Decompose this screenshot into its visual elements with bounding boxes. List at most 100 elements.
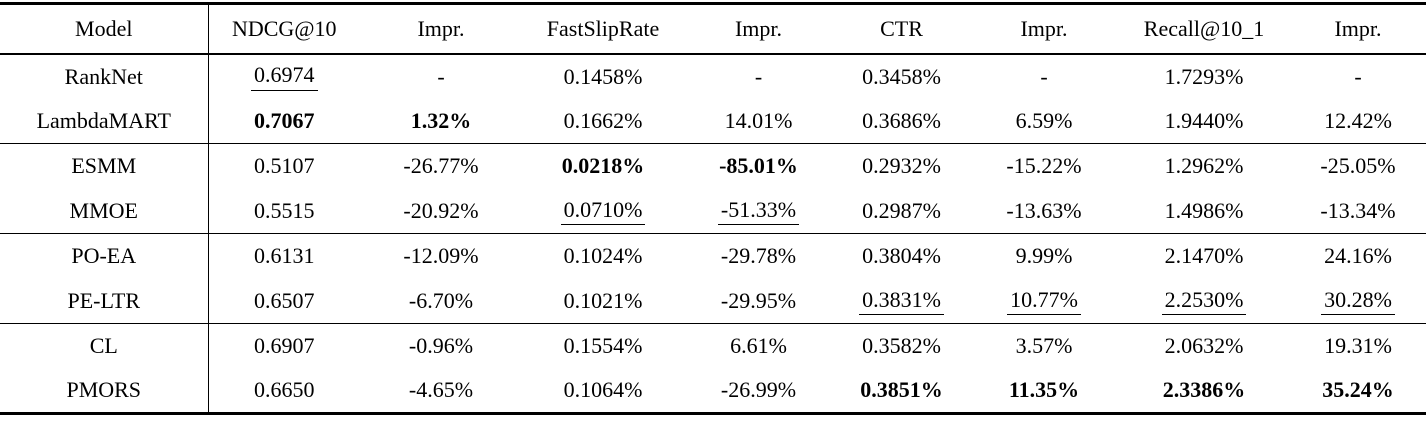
- paper-table-container: Model NDCG@10 Impr. FastSlipRate Impr. CTR Imp…: [0, 2, 1426, 415]
- metric-value: 2.0632%: [1164, 333, 1244, 359]
- table-row: MMOE 0.5515 -20.92% 0.0710% -51.33% 0.2987% -1…: [0, 188, 1426, 234]
- metric-cell: 0.0218%: [522, 144, 684, 189]
- model-name-cell: LambdaMART: [0, 98, 209, 144]
- metric-cell: 1.4986%: [1118, 189, 1290, 234]
- table-row: PMORS 0.6650 -4.65% 0.1064% -26.99% 0.3851% 11…: [0, 368, 1426, 414]
- metric-cell: -4.65%: [360, 369, 522, 414]
- metric-cell: -: [360, 54, 522, 99]
- metric-cell: -13.34%: [1290, 189, 1426, 234]
- column-header-impr-fastsliprate: Impr.: [734, 15, 783, 41]
- metric-value: -51.33%: [717, 198, 800, 225]
- row-group-4: CL 0.6907 -0.96% 0.1554% 6.61% 0.3582% 3.57% 2.…: [0, 323, 1426, 414]
- metric-cell: -6.70%: [360, 279, 522, 324]
- metric-value: 1.9440%: [1164, 107, 1244, 133]
- metric-cell: 0.1021%: [522, 279, 684, 324]
- metric-value: 0.5107: [254, 153, 315, 179]
- metric-value: -12.09%: [403, 243, 479, 269]
- metric-value: 6.61%: [730, 333, 787, 359]
- metric-value: 30.28%: [1321, 288, 1395, 315]
- metric-cell: 0.2932%: [833, 144, 970, 189]
- metric-cell: -15.22%: [970, 144, 1118, 189]
- table-row: RankNet 0.6974 - 0.1458% - 0.3458% - 1.7293% -: [0, 53, 1426, 99]
- metric-value: 24.16%: [1324, 243, 1392, 269]
- metric-value: 0.5515: [254, 197, 315, 223]
- metric-cell: 0.3458%: [833, 54, 970, 99]
- metric-cell: 6.59%: [970, 99, 1118, 144]
- metric-cell: -12.09%: [360, 234, 522, 279]
- metric-value: 0.7067: [254, 107, 315, 133]
- metric-value: 0.3804%: [862, 243, 941, 269]
- table-header: Model NDCG@10 Impr. FastSlipRate Impr. CTR Imp…: [0, 3, 1426, 54]
- metric-value: 0.0710%: [560, 198, 646, 225]
- metric-cell: -0.96%: [360, 324, 522, 369]
- column-header-ndcg-at-10: NDCG@10: [231, 15, 337, 41]
- metric-value: -0.96%: [408, 333, 474, 359]
- metric-value: 0.3851%: [860, 377, 943, 403]
- metric-cell: 0.1024%: [522, 234, 684, 279]
- metric-value: 3.57%: [1015, 333, 1073, 359]
- metric-cell: 0.6974: [208, 54, 360, 99]
- table-row: PO-EA 0.6131 -12.09% 0.1024% -29.78% 0.3804% 9…: [0, 233, 1426, 279]
- metric-cell: 0.3686%: [833, 99, 970, 144]
- metric-cell: -: [684, 54, 833, 99]
- metric-value: -26.77%: [403, 153, 479, 179]
- metric-cell: 0.1458%: [522, 54, 684, 99]
- metric-value: 0.6974: [251, 63, 318, 91]
- table-row: PE-LTR 0.6507 -6.70% 0.1021% -29.95% 0.3831% 1…: [0, 278, 1426, 324]
- model-name-cell: ESMM: [0, 143, 209, 189]
- model-name-cell: RankNet: [0, 53, 209, 99]
- metric-value: 0.0218%: [561, 153, 645, 179]
- metric-cell: -: [1290, 54, 1426, 99]
- metric-cell: 0.6507: [208, 279, 360, 324]
- column-header-recall-at-10-1: Recall@10_1: [1143, 15, 1265, 41]
- metric-cell: 0.7067: [208, 99, 360, 144]
- metric-cell: 0.6650: [208, 369, 360, 414]
- metric-cell: 2.1470%: [1118, 234, 1290, 279]
- metric-cell: 3.57%: [970, 324, 1118, 369]
- metric-cell: 11.35%: [970, 369, 1118, 414]
- metric-value: 0.1064%: [563, 377, 643, 403]
- metric-cell: 12.42%: [1290, 99, 1426, 144]
- metric-value: 0.3582%: [862, 333, 941, 359]
- metric-value: 0.6907: [254, 333, 315, 359]
- metric-value: 19.31%: [1324, 333, 1392, 359]
- metric-value: 2.2530%: [1161, 288, 1247, 315]
- metric-value: -13.63%: [1006, 197, 1082, 223]
- metric-cell: 0.5515: [208, 189, 360, 234]
- metric-value: 0.6507: [254, 287, 315, 313]
- metric-cell: 24.16%: [1290, 234, 1426, 279]
- metric-cell: 10.77%: [970, 279, 1118, 324]
- metric-cell: -: [970, 54, 1118, 99]
- table-row: LambdaMART 0.7067 1.32% 0.1662% 14.01% 0.3686…: [0, 98, 1426, 144]
- metric-cell: 2.2530%: [1118, 279, 1290, 324]
- metric-cell: 0.6907: [208, 324, 360, 369]
- metric-cell: 1.32%: [360, 99, 522, 144]
- metric-value: 1.32%: [410, 107, 472, 133]
- metric-value: 1.4986%: [1164, 197, 1244, 223]
- metric-cell: -25.05%: [1290, 144, 1426, 189]
- metric-value: -26.99%: [720, 377, 797, 403]
- metric-value: 0.1554%: [563, 333, 643, 359]
- metric-cell: 0.1064%: [522, 369, 684, 414]
- metric-value: 1.7293%: [1164, 63, 1244, 89]
- metric-cell: -26.99%: [684, 369, 833, 414]
- metric-cell: 1.7293%: [1118, 54, 1290, 99]
- metric-cell: 0.3851%: [833, 369, 970, 414]
- metric-cell: 0.1554%: [522, 324, 684, 369]
- metric-value: 0.1458%: [563, 63, 643, 89]
- row-group-1: RankNet 0.6974 - 0.1458% - 0.3458% - 1.7293% - La…: [0, 53, 1426, 144]
- metric-value: -: [754, 63, 763, 89]
- metric-value: 0.1662%: [563, 107, 643, 133]
- metric-value: -29.78%: [720, 243, 797, 269]
- metric-value: 0.6650: [254, 377, 315, 403]
- metric-cell: 0.3582%: [833, 324, 970, 369]
- metric-value: -13.34%: [1320, 197, 1396, 223]
- metric-cell: 0.1662%: [522, 99, 684, 144]
- metric-value: -25.05%: [1320, 153, 1396, 179]
- metric-value: 0.3831%: [859, 288, 944, 315]
- metric-cell: -13.63%: [970, 189, 1118, 234]
- metric-value: 12.42%: [1324, 107, 1392, 133]
- metric-cell: -20.92%: [360, 189, 522, 234]
- model-name-cell: CL: [0, 323, 209, 369]
- column-header-model: Model: [0, 3, 209, 54]
